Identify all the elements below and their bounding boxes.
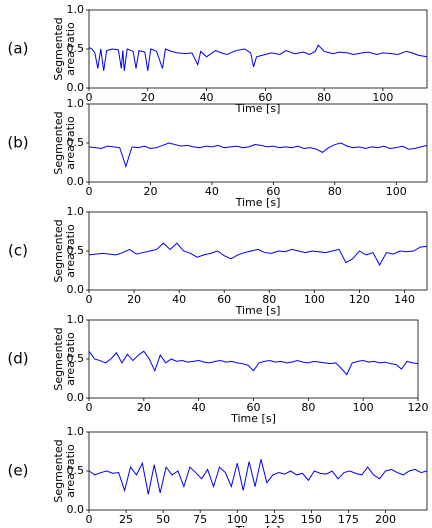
panel-label: (b) [7,134,28,152]
y-tick-label: 0.5 [67,244,85,257]
y-tick-label: 0.5 [67,136,85,149]
y-axis-label: area ratio [64,444,77,498]
y-axis-label: Segmented [52,17,65,80]
data-line [88,242,428,267]
x-tick-label: 20 [127,293,141,306]
x-axis-label: Time [s] [235,304,281,317]
x-tick-label: 0 [86,293,93,306]
x-tick-label: 0 [86,185,93,198]
x-axis-label: Time [s] [230,412,276,425]
data-line [88,142,428,169]
x-tick-label: 80 [328,185,342,198]
y-tick-label: 1.0 [67,205,85,218]
data-line [88,350,419,376]
panel-label: (c) [8,242,28,260]
x-axis-label: Time [s] [235,102,281,115]
x-tick-label: 0 [86,401,93,414]
y-tick-label: 0.0 [67,81,85,94]
data-line [88,459,428,495]
x-tick-label: 40 [172,293,186,306]
x-tick-label: 100 [372,91,393,104]
x-tick-label: 60 [247,401,261,414]
y-tick-label: 1.0 [67,97,85,110]
x-tick-label: 20 [143,185,157,198]
x-axis-label: Time [s] [235,196,281,209]
panel-label: (d) [7,350,28,368]
x-tick-label: 100 [227,513,248,526]
x-tick-label: 25 [119,513,133,526]
y-tick-label: 1.0 [67,425,85,438]
y-tick-label: 0.0 [67,391,85,404]
x-tick-label: 60 [266,185,280,198]
y-axis-label: area ratio [64,22,77,76]
x-tick-label: 75 [193,513,207,526]
x-tick-label: 20 [137,401,151,414]
x-tick-label: 200 [375,513,396,526]
y-axis-label: area ratio [64,116,77,170]
x-tick-label: 120 [408,401,429,414]
x-tick-label: 40 [200,91,214,104]
y-axis-label: Segmented [52,327,65,390]
x-tick-label: 80 [317,91,331,104]
x-tick-label: 60 [217,293,231,306]
x-tick-label: 175 [338,513,359,526]
y-tick-label: 0.0 [67,175,85,188]
x-tick-label: 100 [353,401,374,414]
y-tick-label: 0.5 [67,352,85,365]
x-tick-label: 0 [86,91,93,104]
x-tick-label: 150 [301,513,322,526]
y-tick-label: 0.5 [67,464,85,477]
y-axis-label: Segmented [52,219,65,282]
data-line [88,44,428,71]
x-tick-label: 80 [262,293,276,306]
x-tick-label: 125 [264,513,285,526]
x-axis-label: Time [s] [235,524,281,528]
x-tick-label: 40 [205,185,219,198]
plot-frame [88,211,428,291]
y-tick-label: 0.0 [67,503,85,516]
y-tick-label: 1.0 [67,3,85,16]
panel-label: (e) [8,462,29,480]
plot-frame [88,103,428,183]
x-tick-label: 0 [86,513,93,526]
y-axis-label: area ratio [64,224,77,278]
y-tick-label: 0.0 [67,283,85,296]
y-axis-label: Segmented [52,111,65,174]
x-tick-label: 60 [258,91,272,104]
x-tick-label: 140 [394,293,415,306]
x-tick-label: 20 [141,91,155,104]
y-axis-label: Segmented [52,439,65,502]
plot-frame [88,319,419,399]
panel-label: (a) [8,40,29,58]
y-axis-label: area ratio [64,332,77,386]
x-tick-label: 40 [192,401,206,414]
plot-frame [88,9,428,89]
x-tick-label: 100 [386,185,407,198]
y-tick-label: 1.0 [67,313,85,326]
x-tick-label: 50 [156,513,170,526]
x-tick-label: 120 [349,293,370,306]
y-tick-label: 0.5 [67,42,85,55]
x-tick-label: 100 [304,293,325,306]
x-tick-label: 80 [301,401,315,414]
